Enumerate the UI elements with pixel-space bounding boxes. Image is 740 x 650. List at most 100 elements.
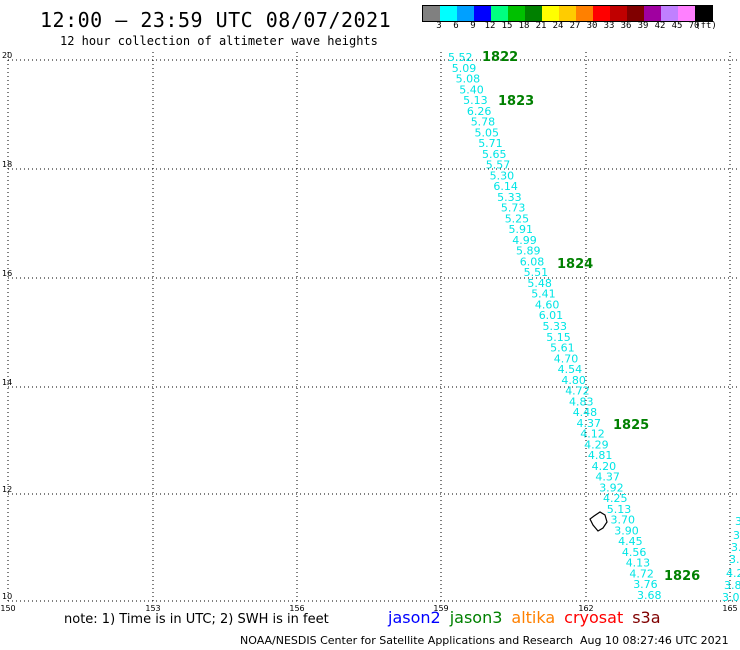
wave-height-value: 3.	[733, 529, 740, 542]
wave-height-value: 5.52	[448, 51, 473, 64]
wave-height-value: 4.20	[592, 460, 617, 473]
legend-label: 45	[671, 21, 683, 31]
wave-height-value: 5.13	[463, 94, 488, 107]
wave-height-value: 4.29	[584, 438, 609, 451]
pass-time-label: 1825	[613, 418, 649, 433]
wave-height-value: 3.8	[724, 579, 740, 592]
pass-time-label: 1826	[664, 569, 700, 584]
legend-swatch	[440, 6, 457, 21]
mission-label: s3a	[632, 608, 661, 627]
wave-height-value: 5.40	[459, 83, 484, 96]
wave-height-value: 4.70	[554, 352, 579, 365]
wave-height-value: 6.26	[467, 105, 492, 118]
legend-label: 9	[470, 21, 476, 31]
legend-swatch	[627, 6, 644, 21]
wave-height-value: 5.91	[509, 223, 534, 236]
wave-height-value: 4.13	[626, 557, 651, 570]
legend-label: 33	[603, 21, 615, 31]
wave-height-value: 5.41	[531, 288, 556, 301]
wave-height-value: 5.51	[524, 266, 549, 279]
wave-height-value: 4.80	[561, 374, 586, 387]
legend-label: 24	[552, 21, 564, 31]
wave-height-value: 5.89	[516, 245, 541, 258]
lat-lon-grid	[7, 52, 738, 602]
wave-height-value: 3.	[731, 541, 740, 554]
map-subtitle: 12 hour collection of altimeter wave hei…	[60, 34, 378, 48]
pass-time-label: 1822	[482, 50, 518, 65]
latitude-label: 20	[2, 51, 12, 60]
legend-swatch	[474, 6, 491, 21]
legend-label: 3	[436, 21, 442, 31]
wave-height-value: 5.08	[456, 73, 481, 86]
legend-swatch	[508, 6, 525, 21]
legend-label: 12	[484, 21, 496, 31]
wave-height-value: 4.60	[535, 299, 560, 312]
pass-labels: 1822 1823 1824 1825 1826	[482, 50, 700, 584]
wave-height-value: 5.78	[471, 116, 496, 129]
mission-label: altika	[511, 608, 556, 627]
legend-swatch	[610, 6, 627, 21]
wave-height-value: 3.0	[722, 591, 740, 604]
map-title: 12:00 – 23:59 UTC 08/07/2021	[40, 8, 392, 32]
longitude-label: 159	[433, 604, 448, 613]
legend-label: 21	[535, 21, 547, 31]
wave-height-value: 3.92	[599, 481, 624, 494]
wave-height-value: 6.01	[539, 309, 564, 322]
legend-label: 39	[637, 21, 649, 31]
wave-height-value: 5.05	[475, 126, 500, 139]
legend-swatch	[678, 6, 695, 21]
wave-height-value: 4.12	[580, 428, 605, 441]
legend-swatch	[695, 6, 712, 21]
legend-label: 42	[654, 21, 666, 31]
wave-height-value: 5.48	[527, 277, 552, 290]
legend-swatch	[559, 6, 576, 21]
latitude-label: 18	[2, 160, 12, 169]
latitude-label: 10	[2, 592, 12, 601]
wave-height-value: 3.	[729, 553, 740, 566]
color-scale-legend	[422, 5, 713, 22]
wave-height-value: 3.	[735, 515, 740, 528]
pass-time-label: 1823	[498, 94, 534, 109]
wave-height-value: 3.68	[637, 589, 662, 602]
legend-label: 36	[620, 21, 632, 31]
longitude-label: 165	[722, 604, 737, 613]
wave-height-value: 4.37	[577, 417, 602, 430]
legend-swatch	[423, 6, 440, 21]
pass-time-label: 1824	[557, 257, 593, 272]
wave-height-value: 5.65	[482, 148, 507, 161]
longitude-label: 162	[578, 604, 593, 613]
mission-label: jason2	[388, 608, 441, 627]
legend-swatch	[525, 6, 542, 21]
wave-height-value: 3.90	[614, 524, 639, 537]
legend-label: 27	[569, 21, 581, 31]
mission-legend: jason2 jason3 altika cryosat s3a	[388, 608, 670, 627]
legend-swatch	[661, 6, 678, 21]
wave-height-value: 4.72	[629, 568, 654, 581]
wave-height-value: 4.25	[603, 492, 628, 505]
legend-label: 70	[688, 21, 700, 31]
legend-swatch	[457, 6, 474, 21]
wave-height-value: 5.33	[497, 191, 521, 204]
legend-swatch	[491, 6, 508, 21]
wave-height-value: 4.99	[512, 234, 537, 247]
wave-height-value: 4.45	[618, 535, 643, 548]
longitude-label: 150	[0, 604, 15, 613]
wave-height-value: 4.2	[726, 567, 740, 580]
latitude-labels: 20 18 16 14 12 10	[2, 51, 12, 601]
legend-swatch	[576, 6, 593, 21]
wave-height-value: 5.13	[607, 503, 632, 516]
generation-timestamp: Aug 10 08:27:46 UTC 2021	[580, 634, 729, 647]
legend-label: 15	[501, 21, 513, 31]
legend-label: 6	[453, 21, 459, 31]
mission-label: cryosat	[564, 608, 624, 627]
wave-height-value: 4.83	[569, 395, 594, 408]
wave-height-value: 6.08	[520, 255, 545, 268]
wave-height-value: 5.30	[490, 169, 514, 182]
longitude-label: 156	[289, 604, 304, 613]
credit-line: NOAA/NESDIS Center for Satellite Applica…	[240, 634, 574, 647]
wave-height-value: 5.15	[546, 331, 571, 344]
wave-height-value: 4.37	[595, 471, 620, 484]
island-outline	[589, 511, 608, 532]
latitude-label: 16	[2, 269, 12, 278]
